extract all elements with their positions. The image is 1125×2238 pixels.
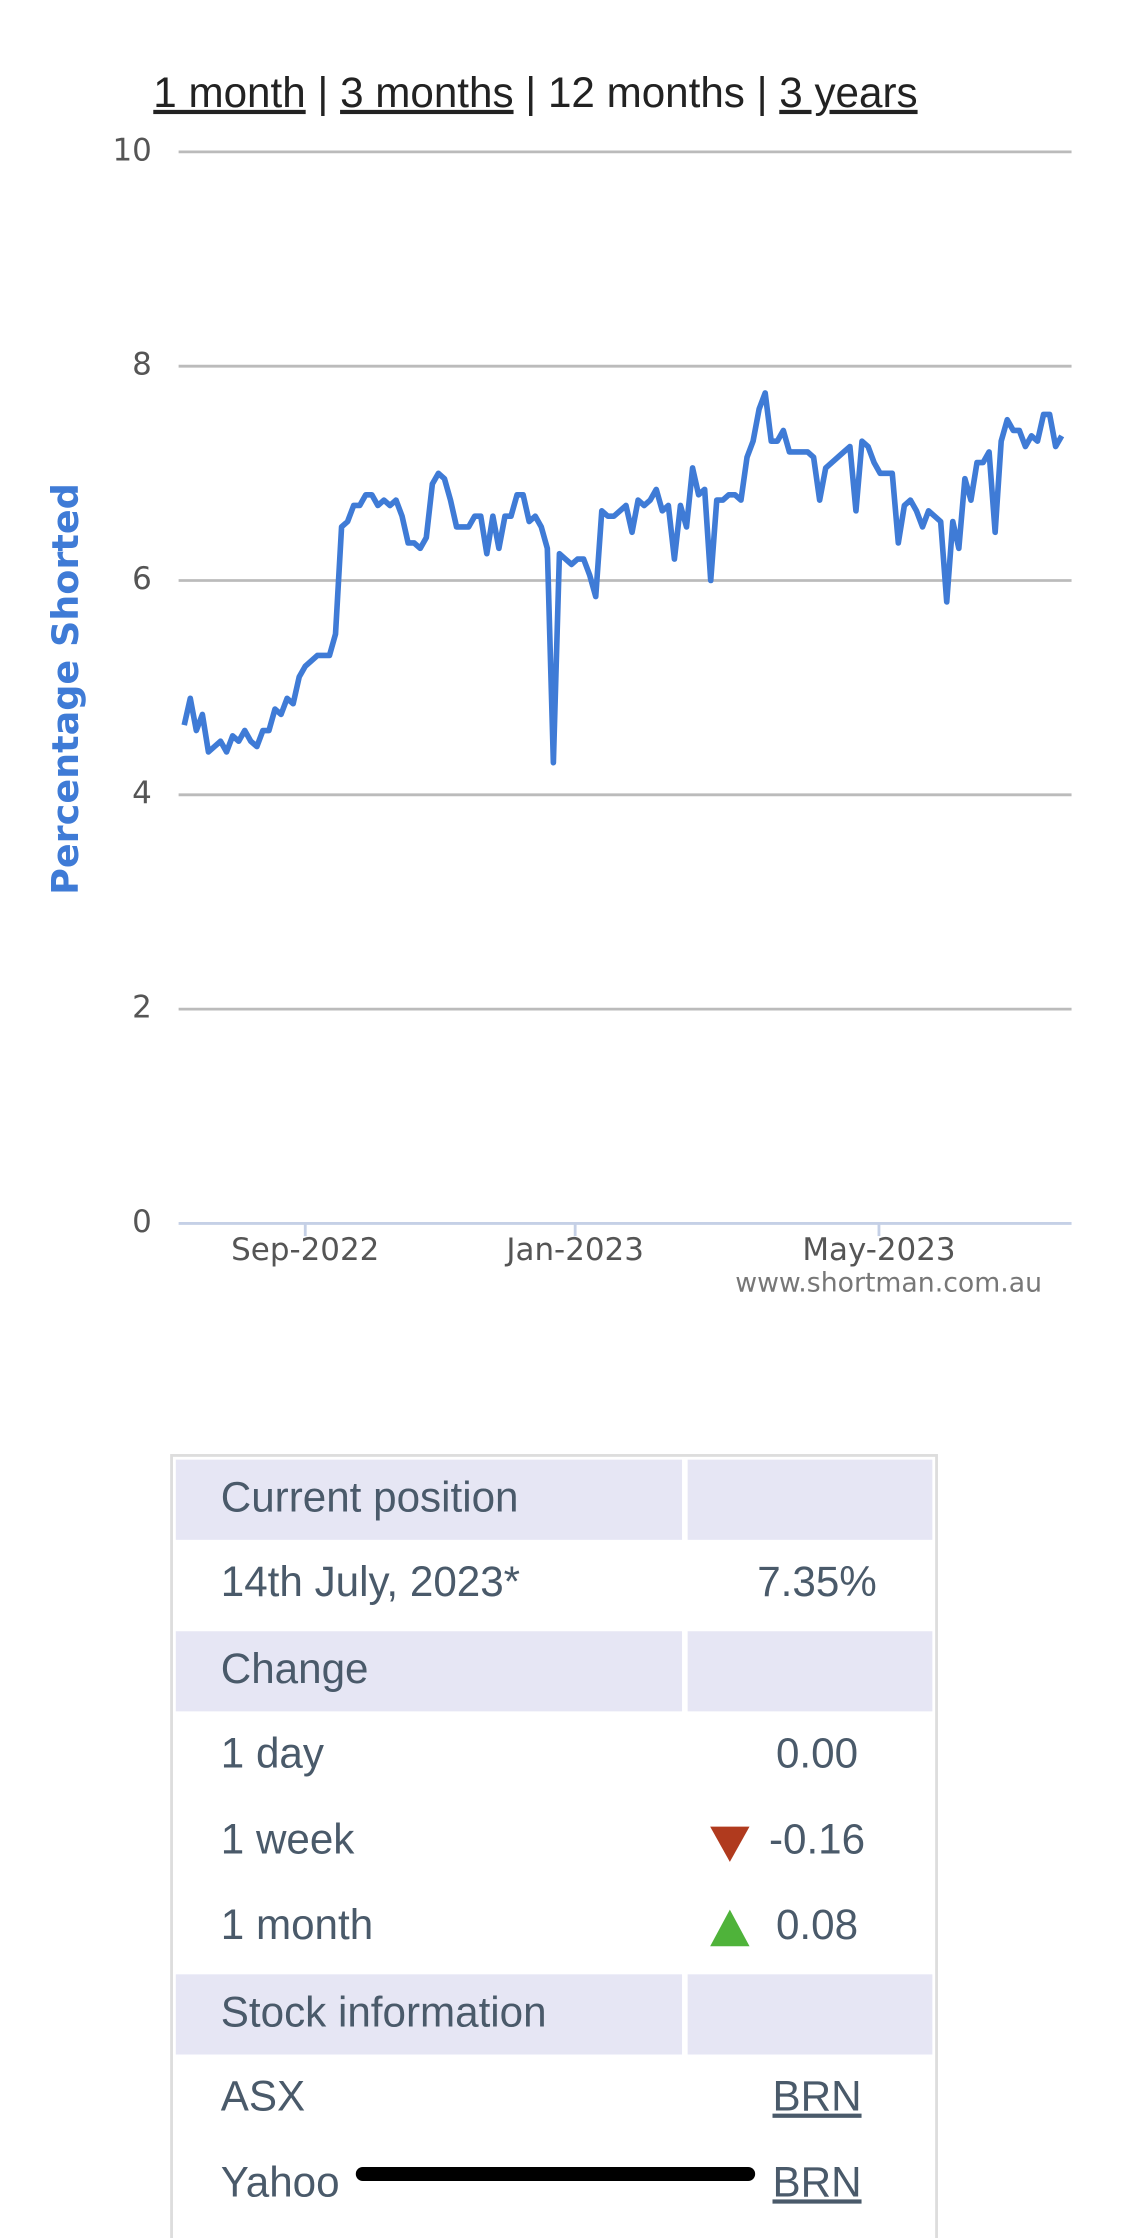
- section-header-bg: [687, 1974, 933, 2055]
- row-label: ASX: [221, 2073, 305, 2120]
- y-tick-label: 2: [132, 990, 152, 1026]
- separator: |: [317, 69, 328, 116]
- row-label: 1 week: [221, 1815, 356, 1862]
- range-link[interactable]: 3 months: [340, 69, 513, 116]
- row-value: 0.08: [776, 1901, 858, 1948]
- row-value: 0.00: [776, 1730, 858, 1777]
- range-current: 12 months: [548, 69, 745, 116]
- separator: |: [525, 69, 536, 116]
- section-title: Current position: [221, 1474, 519, 1521]
- range-link[interactable]: 3 years: [779, 69, 917, 116]
- row-value: -0.16: [769, 1815, 865, 1862]
- y-tick-label: 4: [132, 775, 152, 811]
- row-label: 14th July, 2023*: [221, 1558, 520, 1605]
- section-header-bg: [175, 1459, 683, 1540]
- x-tick-label: May-2023: [802, 1232, 955, 1268]
- table-frame: [170, 1454, 938, 2238]
- range-nav: 1 month | 3 months | 12 months | 3 years: [153, 69, 917, 116]
- y-tick-label: 8: [132, 347, 152, 383]
- info-table: Current position 14th July, 2023* 7.35% Cha…: [175, 1459, 933, 2205]
- down-arrow: [710, 1826, 750, 1862]
- section-header-bg: [175, 1974, 683, 2055]
- watermark: www.shortman.com.au: [735, 1267, 1042, 1298]
- section-header-bg: [687, 1631, 933, 1712]
- y-tick-label: 6: [132, 561, 152, 597]
- stock-link[interactable]: BRN: [773, 2073, 862, 2120]
- row-label: 1 month: [221, 1901, 373, 1948]
- x-tick-label: Sep-2022: [231, 1232, 379, 1268]
- section-header-bg: [175, 1631, 683, 1712]
- y-tick-label: 0: [132, 1204, 152, 1240]
- row-label: Yahoo: [221, 2158, 340, 2205]
- separator: |: [757, 69, 768, 116]
- stock-link[interactable]: BRN: [773, 2158, 862, 2205]
- x-tick-label: Jan-2023: [504, 1232, 644, 1268]
- range-link[interactable]: 1 month: [153, 69, 305, 116]
- row-value: 7.35%: [757, 1558, 877, 1605]
- up-arrow: [710, 1909, 750, 1947]
- section-title: Change: [221, 1645, 369, 1692]
- section-header-bg: [687, 1459, 933, 1540]
- y-tick-label: 10: [113, 132, 152, 168]
- y-axis-label: Percentage Shorted: [44, 483, 87, 895]
- row-label: 1 day: [221, 1730, 324, 1777]
- section-title: Stock information: [221, 1988, 547, 2035]
- line: [181, 390, 1065, 766]
